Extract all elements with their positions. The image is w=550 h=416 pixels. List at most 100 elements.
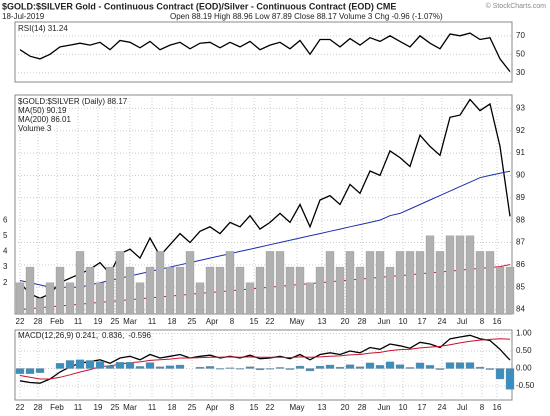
bar <box>85 360 95 369</box>
y-tick-label: 86 <box>516 260 525 269</box>
x-tick-label: 18 <box>168 317 177 326</box>
x-tick-label: 19 <box>94 317 103 326</box>
bar <box>325 251 335 315</box>
x-tick-label: 10 <box>399 403 408 412</box>
x-tick-label: 25 <box>111 403 120 412</box>
bar <box>135 366 145 369</box>
bar <box>365 362 375 369</box>
bar <box>35 368 45 373</box>
bar <box>285 368 295 370</box>
x-tick-label: Jun <box>378 403 391 412</box>
bar <box>225 367 235 369</box>
bar <box>145 266 155 315</box>
bar <box>115 251 125 315</box>
bar <box>405 251 415 315</box>
bar <box>435 368 445 370</box>
chart-date: 18-Jul-2019 <box>2 12 45 21</box>
x-tick-label: 25 <box>188 317 197 326</box>
bar <box>175 266 185 315</box>
legend-entry: $GOLD:$SILVER (Daily) 88.17 <box>18 97 128 106</box>
bar <box>475 366 485 369</box>
bar <box>215 368 225 370</box>
y2-tick-label: 5 <box>3 231 8 240</box>
legend-entry: 0.836, <box>102 331 124 340</box>
bar <box>335 266 345 315</box>
bar <box>385 361 395 369</box>
bar <box>335 366 345 369</box>
chart-stats: Open 88.19 High 88.96 Low 87.89 Close 88… <box>170 12 443 21</box>
bar <box>305 368 315 372</box>
bar <box>55 266 65 315</box>
y-tick-label: 84 <box>516 305 525 314</box>
bar <box>325 364 335 369</box>
bar <box>105 266 115 315</box>
bar <box>475 251 485 315</box>
bar <box>365 251 375 315</box>
legend-entry: MACD(12,26,9) 0.241, <box>18 331 98 340</box>
x-tick-label: 10 <box>399 317 408 326</box>
legend-entry: -0.596 <box>128 331 151 340</box>
bar <box>65 282 75 315</box>
bar <box>415 362 425 369</box>
bar <box>15 368 25 374</box>
panel-frame <box>14 329 513 401</box>
x-tick-label: 8 <box>480 403 485 412</box>
bar <box>205 266 215 315</box>
legend-entry: Volume 3 <box>18 124 52 133</box>
y-tick-label: -0.50 <box>516 381 535 390</box>
bar <box>235 266 245 315</box>
x-tick-label: 24 <box>438 403 447 412</box>
y-tick-label: 50 <box>516 49 525 58</box>
bar <box>415 251 425 315</box>
bar <box>275 367 285 369</box>
bar <box>275 251 285 315</box>
x-tick-label: 20 <box>341 317 350 326</box>
x-tick-label: May <box>289 403 304 412</box>
bar <box>385 266 395 315</box>
bar <box>485 368 495 370</box>
bar <box>245 366 255 369</box>
bar <box>295 266 305 315</box>
x-tick-label: 16 <box>493 317 502 326</box>
bar <box>435 251 445 315</box>
x-tick-label: Apr <box>206 403 219 412</box>
x-tick-label: 8 <box>230 403 235 412</box>
x-tick-label: Jul <box>457 403 467 412</box>
y-tick-label: 91 <box>516 148 525 157</box>
y-tick-label: 30 <box>516 68 525 77</box>
bar <box>285 266 295 315</box>
bar <box>15 282 25 315</box>
bar <box>315 266 325 315</box>
x-tick-label: 28 <box>358 403 367 412</box>
bar <box>425 365 435 369</box>
bar <box>215 266 225 315</box>
y-tick-label: 90 <box>516 171 525 180</box>
bar <box>265 251 275 315</box>
x-tick-label: 20 <box>341 403 350 412</box>
bar <box>405 367 415 369</box>
bar <box>355 266 365 315</box>
x-tick-label: 22 <box>16 403 25 412</box>
x-tick-label: 15 <box>250 403 259 412</box>
y-tick-label: 87 <box>516 238 525 247</box>
bar <box>375 365 385 369</box>
bar <box>315 365 325 369</box>
bar <box>465 362 475 369</box>
x-tick-label: 8 <box>230 317 235 326</box>
bar <box>455 362 465 369</box>
bar <box>25 266 35 315</box>
line-series <box>19 32 511 73</box>
x-tick-label: 11 <box>74 317 83 326</box>
bar <box>85 266 95 315</box>
line-series <box>19 98 511 300</box>
bar <box>485 251 495 315</box>
watermark: © StockCharts.com <box>486 2 547 10</box>
bar <box>495 266 505 315</box>
x-tick-label: 28 <box>34 403 43 412</box>
bar <box>195 282 205 315</box>
y-tick-label: 70 <box>516 31 525 40</box>
x-tick-label: 19 <box>94 403 103 412</box>
x-tick-label: 13 <box>318 317 327 326</box>
bar <box>145 362 155 369</box>
